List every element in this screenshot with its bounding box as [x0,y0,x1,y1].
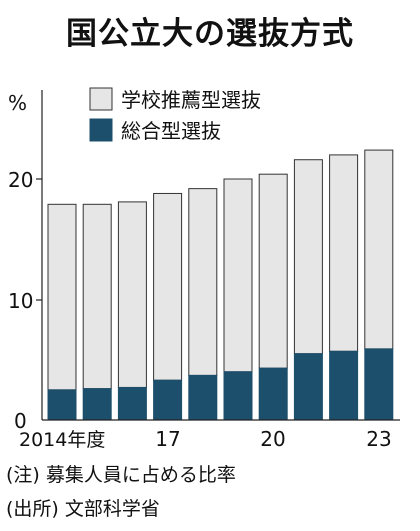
legend-swatch-comprehensive [89,118,113,142]
stacked-bar-chart: % 0 10 20 2014年度 17 20 23 学校推薦型選抜 総合型選抜 [8,87,400,451]
bar-recommendation-2020 [258,173,288,369]
bar-comprehensive-2016 [117,386,147,421]
bar-comprehensive-2021 [293,353,323,421]
chart-title: 国公立大の選抜方式 [66,16,354,52]
bar-recommendation-2018 [188,188,218,376]
bar-comprehensive-2014 [47,389,77,421]
x-tick-label-20: 20 [260,427,285,451]
bar-recommendation-2014 [47,203,77,391]
y-unit-label: % [8,91,27,115]
y-tick-label-10: 10 [8,289,33,313]
footnote-source: (出所) 文部科学省 [6,498,160,520]
bar-recommendation-2019 [223,178,253,373]
x-tick-label-23: 23 [366,427,391,451]
footnote-note: (注) 募集人員に占める比率 [6,464,236,486]
bar-recommendation-2021 [293,159,323,355]
x-tick-label-2014: 2014年度 [19,429,105,451]
bars-group [47,149,394,421]
bar-recommendation-2017 [153,192,183,381]
legend-label-comprehensive: 総合型選抜 [121,119,221,143]
bar-recommendation-2022 [329,154,359,352]
bar-comprehensive-2018 [188,374,218,421]
bar-comprehensive-2015 [82,388,112,421]
y-tick-label-0: 0 [14,409,27,433]
bar-recommendation-2023 [364,149,394,350]
bar-recommendation-2016 [117,201,147,388]
bar-recommendation-2015 [82,203,112,390]
bar-comprehensive-2020 [258,367,288,421]
bar-comprehensive-2022 [329,350,359,421]
bar-comprehensive-2019 [223,371,253,421]
bar-comprehensive-2017 [153,379,183,421]
y-tick-label-20: 20 [8,168,33,192]
legend: 学校推薦型選抜 総合型選抜 [89,87,261,143]
legend-swatch-recommendation [89,87,113,111]
bar-comprehensive-2023 [364,348,394,421]
x-tick-label-17: 17 [155,427,180,451]
legend-label-recommendation: 学校推薦型選抜 [121,88,261,112]
